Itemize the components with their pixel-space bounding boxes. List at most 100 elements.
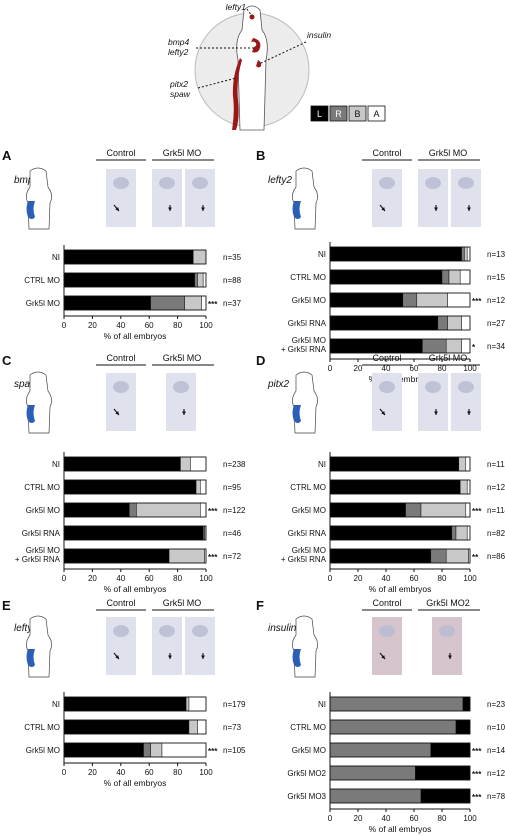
bar-segment-A <box>201 295 207 311</box>
x-tick-label: 20 <box>88 321 97 330</box>
bar-segment-A <box>465 502 471 518</box>
bar-segment-L <box>329 292 404 308</box>
group-headers: Control Grk5l MO <box>362 353 480 366</box>
category-label: Grk5l RNA <box>288 319 327 328</box>
group-label-treated: Grk5l MO <box>163 148 202 158</box>
n-label: n=82 <box>487 529 505 538</box>
category-label: Grk5l MO <box>26 299 60 308</box>
category-label: CTRL MO <box>290 723 326 732</box>
group-label-control: Control <box>372 353 401 363</box>
bar-row: CTRL MO n=88 <box>24 272 242 288</box>
stacked-bar-chart: NIn=237CTRL MOn=107Grk5l MO***n=145Grk5l… <box>287 692 505 834</box>
bar-segment-A <box>190 456 207 472</box>
bar-segment-B <box>447 315 462 331</box>
bar-segment-B <box>420 502 467 518</box>
bar-row: CTRL MO n=152 <box>290 269 505 285</box>
category-label: Grk5l RNA <box>288 529 327 538</box>
group-label-control: Control <box>106 148 135 158</box>
bar-segment-B <box>459 479 468 495</box>
stacked-bar-chart: NI n=179 CTRL MO n=73 Grk5l MO *** n=105 0 20 40 6… <box>24 692 246 788</box>
n-label: n=105 <box>223 746 246 755</box>
n-label: n=122 <box>223 506 246 515</box>
x-tick-label: 40 <box>116 768 125 777</box>
bar-segment-A <box>200 479 207 495</box>
schematic-expression <box>292 201 301 219</box>
bar-segment-L <box>462 696 471 712</box>
bar-segment-L <box>63 295 151 311</box>
bar-row: Grk5l RNA n=27 <box>288 315 505 331</box>
x-tick-label: 60 <box>410 814 419 823</box>
arrow-icon <box>434 409 438 415</box>
bar-segment-A <box>461 338 471 354</box>
bar-segment-A <box>197 719 207 735</box>
x-tick-label: 80 <box>173 768 182 777</box>
x-tick-label: 60 <box>145 574 154 583</box>
embryo-outline <box>236 5 268 131</box>
n-label: n=114 <box>487 506 505 515</box>
x-tick-label: 100 <box>199 768 213 777</box>
category-label: Grk5l MO <box>26 506 60 515</box>
category-label: + Grk5l RNA <box>281 345 327 354</box>
ish-stain <box>113 177 129 189</box>
bar-segment-A <box>466 246 471 262</box>
category-label: NI <box>318 250 326 259</box>
bar-segment-A <box>188 696 207 712</box>
x-tick-label: 20 <box>88 574 97 583</box>
ish-images <box>106 169 215 227</box>
significance-marker: *** <box>208 747 218 756</box>
embryo-schematic-icon <box>26 167 52 230</box>
n-label: n=138 <box>487 250 505 259</box>
n-label: n=112 <box>487 460 505 469</box>
n-label: n=27 <box>487 319 505 328</box>
x-tick-label: 100 <box>463 574 477 583</box>
ish-image <box>106 373 136 431</box>
ish-image <box>451 373 481 431</box>
arrow-icon <box>168 653 172 659</box>
group-label-treated: Grk5l MO <box>163 598 202 608</box>
bar-segment-L <box>63 456 181 472</box>
bar-segment-L <box>329 502 406 518</box>
bar-segment-L <box>329 548 432 564</box>
category-label: NI <box>52 253 60 262</box>
arrow-icon <box>113 408 120 416</box>
bar-segment-L <box>329 269 443 285</box>
bar-segment-R <box>194 272 198 288</box>
arrow-icon <box>201 205 205 211</box>
arrow-head <box>381 411 385 415</box>
x-tick-label: 80 <box>173 321 182 330</box>
bar-segment-B <box>445 548 469 564</box>
group-label-treated: Grk5l MO <box>163 353 202 363</box>
legend-label-R: R <box>335 109 342 119</box>
significance-marker: *** <box>208 300 218 309</box>
bar-segment-R <box>422 338 447 354</box>
arrow-icon <box>113 652 120 660</box>
embryo-schematic-icon <box>292 167 318 230</box>
bar-segment-B <box>185 696 190 712</box>
ish-stain <box>379 625 395 637</box>
x-tick-label: 0 <box>62 574 67 583</box>
ish-image <box>106 617 136 675</box>
n-label: n=88 <box>223 276 242 285</box>
group-label-treated: Grk5l MO <box>429 353 468 363</box>
ish-images <box>106 373 196 431</box>
ish-image <box>451 169 481 227</box>
schematic-expression <box>292 405 301 423</box>
group-headers: Control Grk5l MO <box>96 598 214 611</box>
bar-segment-B <box>150 742 163 758</box>
arrow-icon <box>467 205 471 211</box>
leader-insulin <box>258 41 307 65</box>
x-tick-label: 40 <box>382 574 391 583</box>
bar-segment-B <box>458 456 467 472</box>
bar-segment-B <box>192 249 207 265</box>
group-label-treated: Grk5l MO <box>429 148 468 158</box>
x-tick-label: 0 <box>62 768 67 777</box>
category-label: Grk5l MO <box>292 546 326 555</box>
arrow-icon <box>201 653 205 659</box>
n-label: n=179 <box>223 700 246 709</box>
ish-image <box>372 617 402 675</box>
bar-segment-B <box>184 295 202 311</box>
n-label: n=238 <box>223 460 246 469</box>
bar-segment-L <box>329 338 423 354</box>
bar-row: Grk5l MO+ Grk5l RNA ** n=86 <box>281 546 505 564</box>
